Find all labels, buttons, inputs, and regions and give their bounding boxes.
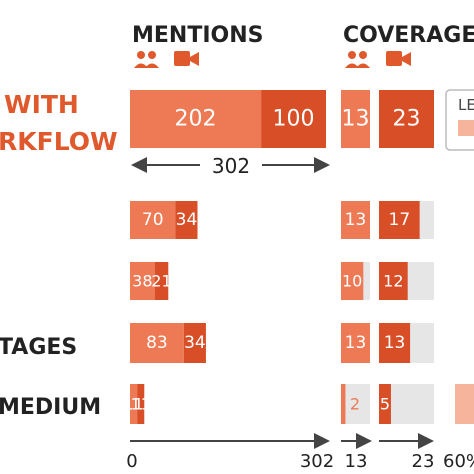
- tick-mentions-max: 302: [300, 451, 334, 472]
- tick-coverage-2: 23: [412, 451, 435, 472]
- mentions-bar-segment: [183, 323, 206, 363]
- coverage-value-label: 5: [380, 395, 390, 414]
- mentions-bar-segment: [175, 201, 198, 239]
- coverage-value-label: 10: [342, 272, 362, 291]
- legend-text: LE: [458, 96, 474, 114]
- coverage-track: [341, 384, 370, 424]
- mentions-value-label: 21: [151, 272, 171, 291]
- legend-swatch-bottom: [455, 384, 474, 424]
- mentions-value-label: 83: [146, 333, 168, 353]
- mentions-value-label: 11: [123, 395, 143, 414]
- legend-swatch: [458, 120, 474, 136]
- header-mentions: MENTIONS: [132, 23, 263, 48]
- mentions-bar-segment: [130, 384, 138, 424]
- mentions-value-label: 34: [176, 210, 198, 230]
- mentions-bar-segment: [154, 262, 169, 300]
- mentions-value-label: 100: [273, 107, 315, 132]
- header-coverage: COVERAGE: [343, 23, 474, 48]
- mentions-bar-segment: [261, 90, 326, 148]
- mentions-value-label: 34: [184, 333, 206, 353]
- coverage-bar: [341, 262, 364, 300]
- tick-coverage-1: 13: [345, 451, 368, 472]
- mentions-value-label: 11: [131, 395, 151, 414]
- coverage-bar: [341, 90, 370, 148]
- coverage-bar: [341, 384, 346, 424]
- coverage-bar: [379, 262, 408, 300]
- mentions-bar-segment: [130, 201, 176, 239]
- mentions-bar-segment: [137, 384, 145, 424]
- coverage-value-label: 13: [345, 333, 367, 353]
- total-label: 302: [212, 154, 250, 178]
- mentions-value-label: 70: [142, 210, 164, 230]
- mentions-value-label: 38: [132, 272, 152, 291]
- coverage-value-label: 12: [383, 272, 403, 291]
- coverage-value-label: 23: [393, 107, 421, 132]
- tick-extra: 60%: [443, 451, 474, 472]
- mentions-bar-segment: [130, 90, 262, 148]
- row-label-0: WITH RKFLOW: [0, 90, 118, 156]
- coverage-value-label: 17: [389, 210, 411, 230]
- video-camera-icon-coverage: [386, 51, 411, 66]
- mentions-bar-segment: [130, 323, 184, 363]
- coverage-value-label: 13: [384, 333, 406, 353]
- coverage-bar: [341, 323, 370, 363]
- coverage-bar: [379, 201, 420, 239]
- coverage-value-label: 13: [342, 107, 370, 132]
- coverage-value-label: 2: [350, 395, 360, 414]
- people-icon: [134, 51, 159, 68]
- video-camera-icon: [174, 51, 199, 66]
- coverage-bar: [379, 90, 434, 148]
- coverage-bar: [379, 384, 391, 424]
- row-label-4: MEDIUM: [0, 395, 101, 420]
- mentions-value-label: 202: [175, 107, 217, 132]
- coverage-bar: [379, 323, 411, 363]
- coverage-value-label: 13: [345, 210, 367, 230]
- row-label-3: TAGES: [0, 335, 77, 360]
- mentions-bar-segment: [130, 262, 155, 300]
- coverage-bar: [341, 201, 370, 239]
- tick-mentions-min: 0: [126, 451, 137, 472]
- people-icon-coverage: [345, 51, 370, 68]
